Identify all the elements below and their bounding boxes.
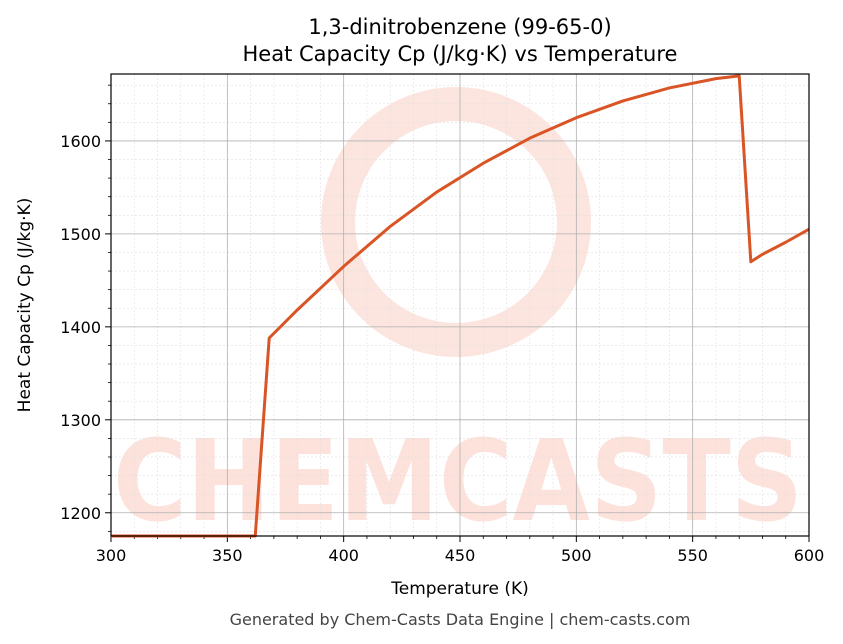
series-layer xyxy=(111,74,810,538)
y-tick-label: 1500 xyxy=(60,225,101,244)
y-tick-label: 1400 xyxy=(60,318,101,337)
x-tick-label: 350 xyxy=(212,546,243,565)
x-axis-label: Temperature (K) xyxy=(390,579,529,599)
x-tick-label: 600 xyxy=(794,546,825,565)
major-gridlines xyxy=(110,74,810,536)
y-tick-label: 1600 xyxy=(60,132,101,151)
y-axis-label: Heat Capacity Cp (J/kg·K) xyxy=(15,198,35,413)
x-tick-label: 300 xyxy=(96,546,127,565)
x-tick-label: 500 xyxy=(561,546,592,565)
watermark-logo: CHEMCASTS xyxy=(113,87,803,547)
x-tick-label: 550 xyxy=(677,546,708,565)
chart-title-line1: 1,3-dinitrobenzene (99-65-0) xyxy=(308,15,611,39)
y-tick-label: 1300 xyxy=(60,411,101,430)
y-tick-label: 1200 xyxy=(60,504,101,523)
series-line xyxy=(111,74,810,538)
x-tick-label: 400 xyxy=(328,546,359,565)
watermark-text: CHEMCASTS xyxy=(113,417,803,547)
axis-ticks: 300 350 400 450 500 550 600 1200 1300 1400 1500 160… xyxy=(60,84,825,565)
footer-credit: Generated by Chem-Casts Data Engine | ch… xyxy=(230,610,691,629)
x-tick-label: 450 xyxy=(445,546,476,565)
chart-title-line2: Heat Capacity Cp (J/kg·K) vs Temperature xyxy=(243,42,678,66)
plot-frame xyxy=(110,73,810,537)
